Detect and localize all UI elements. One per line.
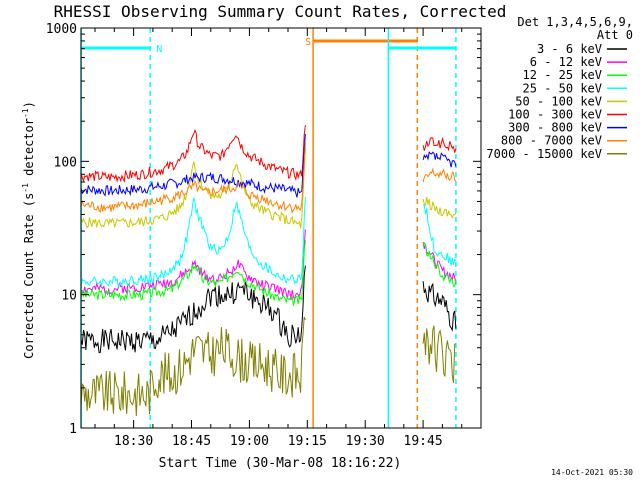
flag-label: N [156,44,162,55]
ylabel-part3: ) [22,101,36,108]
series-line [422,167,457,183]
legend-label: 50 - 100 keV [515,94,602,108]
flag-label: S [305,37,311,48]
y-axis-label: Corrected Count Rate (s-1 detector-1) [21,101,36,359]
legend-label: 25 - 50 keV [523,81,602,95]
series-line [80,196,306,288]
series-line [80,240,306,306]
ylabel-sup2: -1 [21,108,30,118]
legend-header-2: Att 0 [597,28,633,42]
axis-ticks: 18:30 18:45 19:00 19:15 19:30 19:45 1 10 100 1000 [46,22,481,449]
legend-label: 12 - 25 keV [523,68,602,82]
y-tick-label: 1000 [46,22,77,37]
series-line [80,142,306,215]
legend-label: 800 - 7000 keV [501,134,602,148]
series-line [80,125,306,183]
y-tick-label: 1 [69,422,77,437]
series-line [80,147,306,229]
x-tick-label: 18:30 [114,434,153,449]
y-tick-label: 100 [54,155,77,170]
ylabel-part2: detector [22,118,36,183]
series-line [80,265,306,354]
x-tick-label: 18:45 [172,434,211,449]
series-line [422,281,457,332]
generation-timestamp: 14-Oct-2021 05:30 [551,468,633,477]
series-line [80,316,306,417]
series-line [422,151,457,168]
legend-label: 100 - 300 keV [508,108,602,122]
legend-label: 7000 - 15000 keV [486,147,602,161]
series-line [80,229,306,302]
series-line [422,203,457,266]
ylabel-sup1: -1 [21,183,30,193]
plot-frame [80,27,482,429]
series-lines [80,125,457,417]
series-line [80,134,306,198]
x-tick-label: 19:00 [230,434,269,449]
x-tick-label: 19:45 [404,434,443,449]
series-line [422,196,457,220]
series-line [422,241,457,287]
chart-title: RHESSI Observing Summary Count Rates, Co… [54,2,507,21]
x-tick-label: 19:15 [288,434,327,449]
legend-label: 300 - 800 keV [508,121,602,135]
legend-label: 6 - 12 keV [530,55,602,69]
ylabel-part1: Corrected Count Rate (s [22,193,36,359]
legend-header-1: Det 1,3,4,5,6,9, [517,15,633,29]
series-line [422,325,457,384]
legend-label: 3 - 6 keV [537,42,602,56]
attenuator-flags: NS [80,28,457,428]
x-tick-label: 19:30 [346,434,385,449]
x-axis-label: Start Time (30-Mar-08 18:16:22) [159,456,402,471]
y-tick-label: 10 [61,289,77,304]
series-line [422,136,457,153]
axes [80,27,482,429]
